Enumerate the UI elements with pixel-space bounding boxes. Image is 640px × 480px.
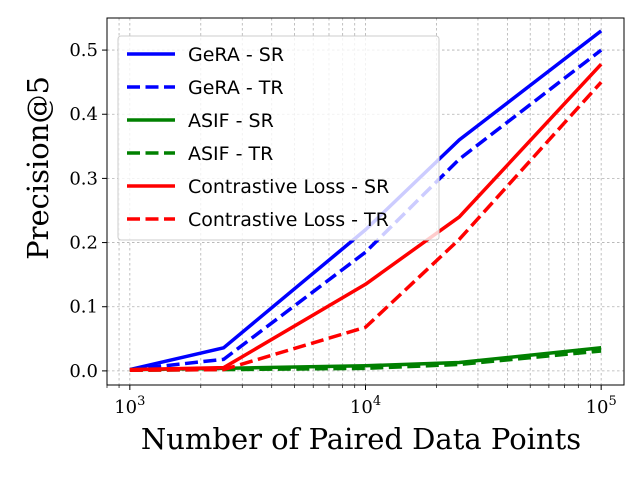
x-axis-label: Number of Paired Data Points: [141, 422, 581, 456]
axis-ticks: 0.0 0.1 0.2 0.3 0.4 0.5 103 104 105: [69, 40, 616, 418]
legend-box: [117, 35, 440, 241]
legend-label-contrastive-loss-tr: Contrastive Loss - TR: [188, 209, 389, 231]
series-lines: [129, 29, 603, 372]
x-tick-label: 104: [350, 394, 381, 418]
y-tick-label: 0.5: [69, 40, 98, 61]
y-tick-label: 0.2: [69, 233, 98, 254]
legend-label-contrastive-loss-sr: Contrastive Loss - SR: [188, 176, 389, 198]
x-tick-label: 105: [586, 394, 617, 418]
y-tick-label: 0.0: [69, 361, 98, 382]
legend-label-gera-sr: GeRA - SR: [188, 44, 284, 66]
legend-label-asif-tr: ASIF - TR: [188, 143, 273, 165]
y-tick-label: 0.3: [69, 168, 98, 189]
series-line-gera-tr: [129, 48, 603, 372]
legend-label-gera-tr: GeRA - TR: [188, 77, 284, 99]
y-tick-label: 0.4: [69, 104, 98, 125]
x-tick-label: 103: [114, 394, 145, 418]
y-axis-label: Precision@5: [21, 76, 55, 260]
legend-label-asif-sr: ASIF - SR: [188, 110, 274, 132]
y-tick-label: 0.1: [69, 297, 98, 318]
legend: GeRA - SR GeRA - TR ASIF - SR ASIF - TR Cont…: [117, 35, 440, 241]
